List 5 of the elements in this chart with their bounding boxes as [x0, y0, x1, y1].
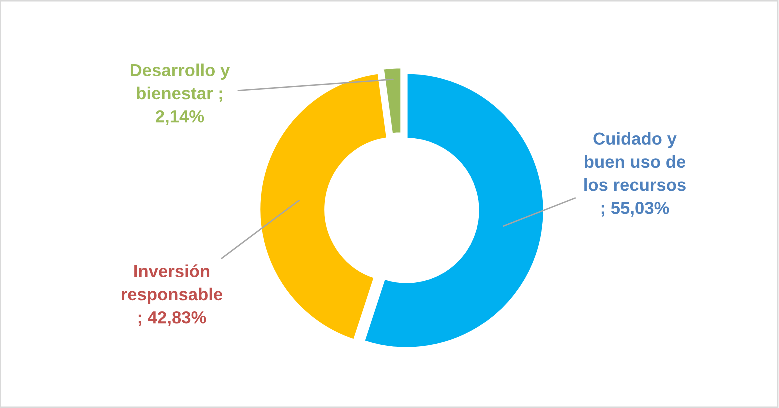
- data-label: ; 42,83%: [138, 311, 206, 326]
- slice-label: Desarrollo y bienestar ; 2,14%: [130, 64, 230, 126]
- slice-label: Cuidado y buen uso de los recursos: [584, 132, 686, 192]
- slice-label: Inversión responsable: [122, 264, 223, 304]
- data-label: ; 55,03%: [602, 202, 670, 217]
